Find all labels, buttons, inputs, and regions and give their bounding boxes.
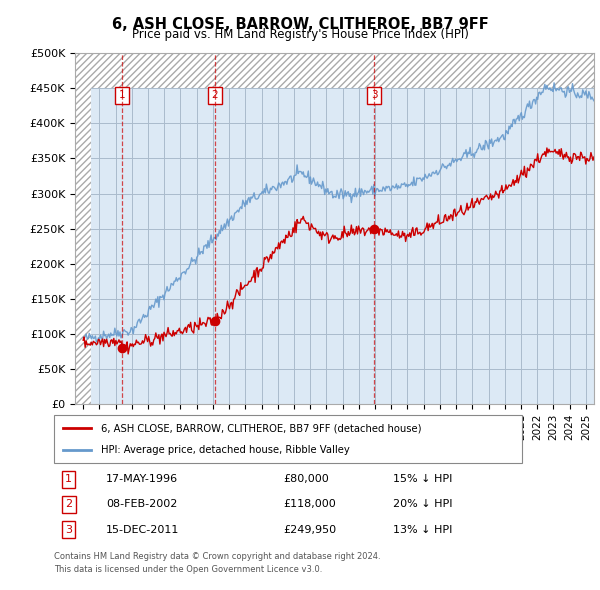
Text: £118,000: £118,000 <box>284 500 337 509</box>
Text: 3: 3 <box>371 90 378 100</box>
Text: 15-DEC-2011: 15-DEC-2011 <box>106 525 179 535</box>
Text: 08-FEB-2002: 08-FEB-2002 <box>106 500 178 509</box>
Text: Price paid vs. HM Land Registry's House Price Index (HPI): Price paid vs. HM Land Registry's House … <box>131 28 469 41</box>
Text: This data is licensed under the Open Government Licence v3.0.: This data is licensed under the Open Gov… <box>54 565 322 574</box>
Text: 20% ↓ HPI: 20% ↓ HPI <box>394 500 453 509</box>
Text: £249,950: £249,950 <box>284 525 337 535</box>
Text: 17-MAY-1996: 17-MAY-1996 <box>106 474 178 484</box>
Text: 1: 1 <box>65 474 72 484</box>
FancyBboxPatch shape <box>54 415 522 463</box>
Text: 15% ↓ HPI: 15% ↓ HPI <box>394 474 452 484</box>
Text: 2: 2 <box>65 500 72 509</box>
Text: Contains HM Land Registry data © Crown copyright and database right 2024.: Contains HM Land Registry data © Crown c… <box>54 552 380 560</box>
Text: 3: 3 <box>65 525 72 535</box>
Text: 6, ASH CLOSE, BARROW, CLITHEROE, BB7 9FF: 6, ASH CLOSE, BARROW, CLITHEROE, BB7 9FF <box>112 17 488 31</box>
Text: 2: 2 <box>211 90 218 100</box>
Text: £80,000: £80,000 <box>284 474 329 484</box>
Text: HPI: Average price, detached house, Ribble Valley: HPI: Average price, detached house, Ribb… <box>101 445 350 455</box>
Text: 6, ASH CLOSE, BARROW, CLITHEROE, BB7 9FF (detached house): 6, ASH CLOSE, BARROW, CLITHEROE, BB7 9FF… <box>101 423 421 433</box>
Text: 1: 1 <box>118 90 125 100</box>
Text: 13% ↓ HPI: 13% ↓ HPI <box>394 525 452 535</box>
